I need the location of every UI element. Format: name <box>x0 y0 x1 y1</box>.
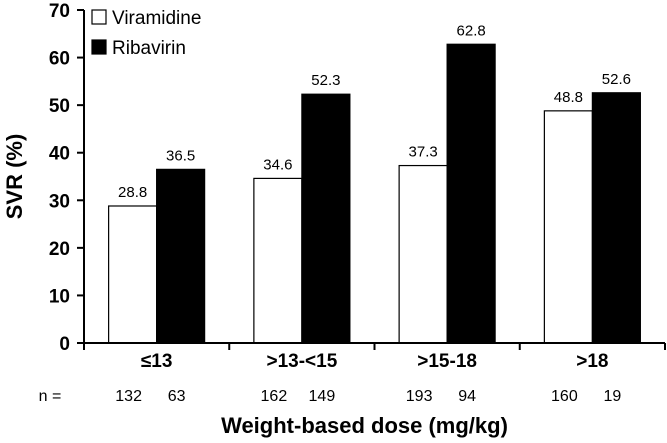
data-label-viramidine-3: 37.3 <box>409 144 438 161</box>
bar-viramidine-2 <box>253 177 303 344</box>
data-label-ribavirin-4: 52.6 <box>602 71 631 88</box>
data-label-ribavirin-1: 36.5 <box>166 147 195 164</box>
bar-ribavirin-2 <box>301 93 351 344</box>
legend-swatch-viramidine <box>91 9 107 25</box>
data-label-viramidine-1: 28.8 <box>118 184 147 201</box>
bar-viramidine-3 <box>398 164 448 344</box>
category-label: >18 <box>576 351 608 372</box>
y-tick-label: 0 <box>59 334 70 355</box>
category-label: >13-<15 <box>266 351 337 372</box>
legend-label-ribavirin: Ribavirin <box>112 38 186 59</box>
legend: Viramidine Ribavirin <box>91 8 201 59</box>
y-tick-label: 10 <box>49 286 70 307</box>
n-value-ribavirin-4: 19 <box>603 388 621 405</box>
category-labels: ≤13 >13-<15 >15-18 >18 <box>141 351 609 372</box>
bar-ribavirin-4 <box>591 92 641 344</box>
n-row-label: n = <box>39 388 62 405</box>
data-label-ribavirin-2: 52.3 <box>311 72 340 89</box>
x-axis-title: Weight-based dose (mg/kg) <box>221 413 508 438</box>
n-value-viramidine-1: 132 <box>115 388 142 405</box>
bar-viramidine-1 <box>108 205 158 344</box>
data-label-ribavirin-3: 62.8 <box>457 22 486 39</box>
legend-label-viramidine: Viramidine <box>112 8 201 29</box>
legend-swatch-ribavirin <box>91 39 107 55</box>
y-tick-label: 50 <box>49 96 70 117</box>
n-value-viramidine-2: 162 <box>261 388 288 405</box>
y-tick-label: 20 <box>49 239 70 260</box>
n-value-ribavirin-2: 149 <box>309 388 336 405</box>
y-tick-label: 30 <box>49 191 70 212</box>
data-labels: 28.8 36.5 34.6 52.3 37.3 62.8 48.8 52.6 <box>118 22 631 201</box>
y-tick-label: 40 <box>49 144 70 165</box>
bars <box>108 43 641 344</box>
data-label-viramidine-2: 34.6 <box>263 156 292 173</box>
y-tick-label: 70 <box>49 1 70 22</box>
category-label: ≤13 <box>141 351 173 372</box>
n-value-viramidine-3: 193 <box>406 388 433 405</box>
n-value-ribavirin-1: 63 <box>168 388 186 405</box>
category-label: >15-18 <box>417 351 477 372</box>
bar-viramidine-4 <box>543 110 593 344</box>
y-axis-title: SVR (%) <box>2 134 27 220</box>
y-axis-ticks: 0 10 20 30 40 50 60 70 <box>49 1 666 355</box>
n-value-viramidine-4: 160 <box>551 388 578 405</box>
sample-size-row: 132 63 162 149 193 94 160 19 n = <box>39 388 622 405</box>
bar-ribavirin-3 <box>446 43 496 344</box>
bar-ribavirin-1 <box>156 168 206 344</box>
y-tick-label: 60 <box>49 49 70 70</box>
n-value-ribavirin-3: 94 <box>458 388 476 405</box>
data-label-viramidine-4: 48.8 <box>554 89 583 106</box>
